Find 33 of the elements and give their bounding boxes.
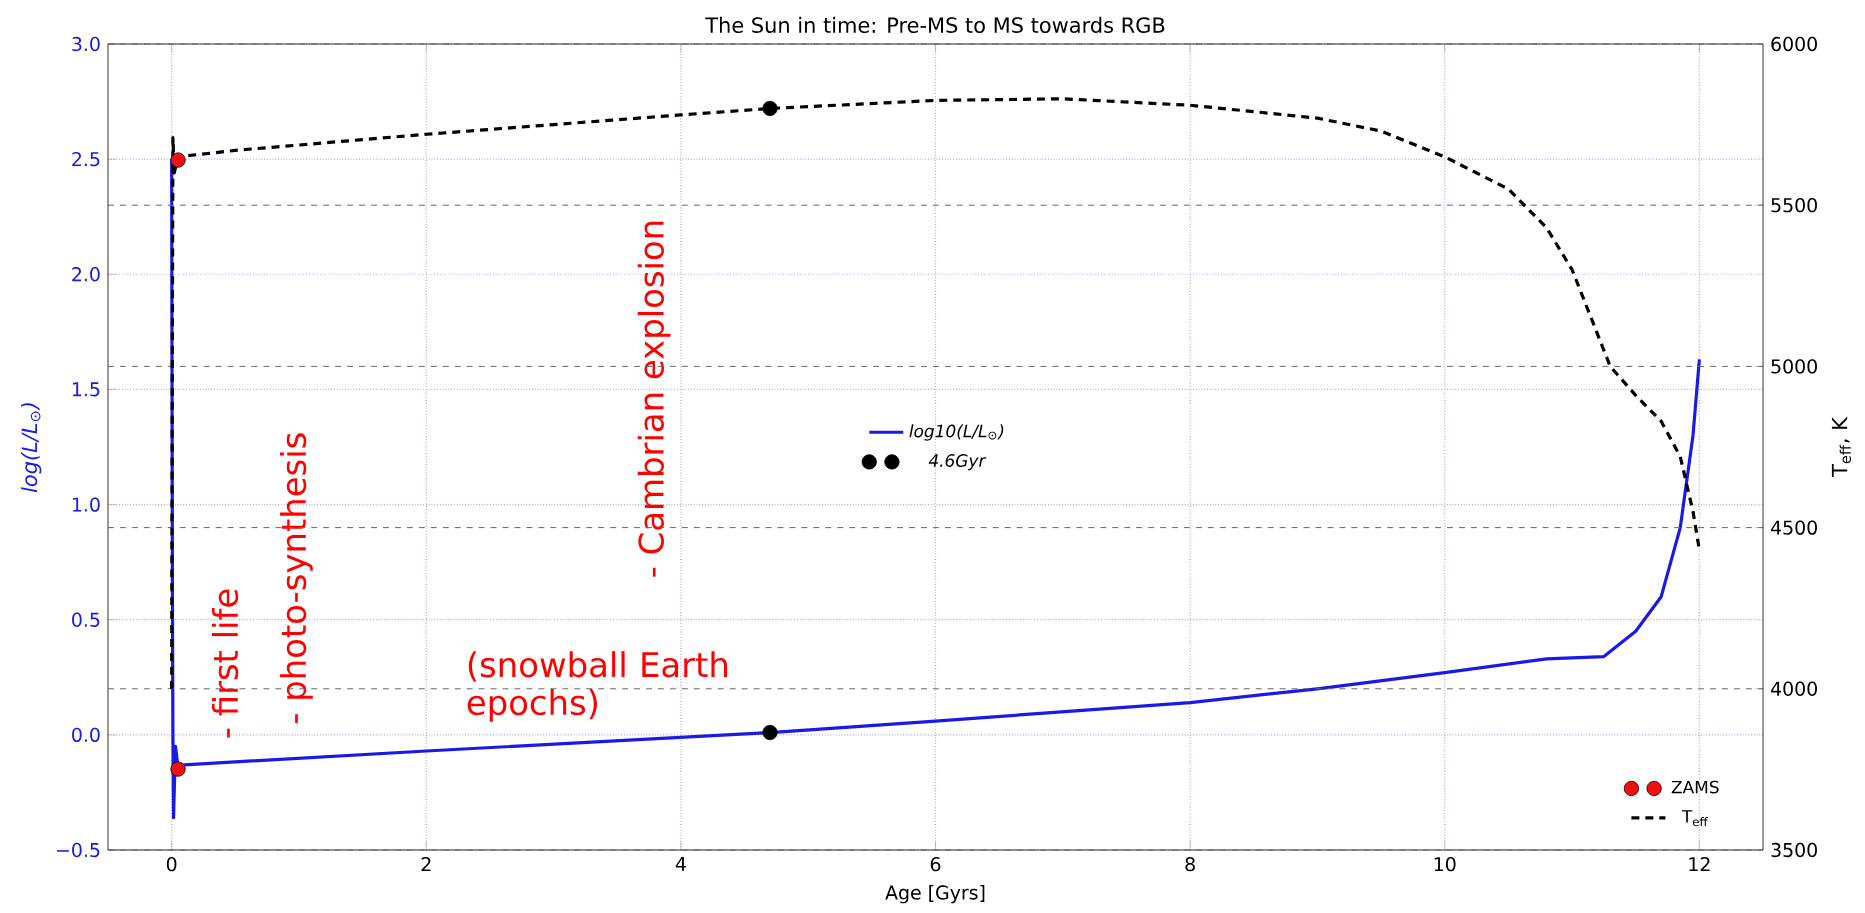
y-tick-label: 0.5	[72, 612, 100, 627]
annotation: - Cambrian explosion	[637, 221, 671, 577]
legend-label: log10(L/L$_{⊙}$)	[909, 424, 1004, 441]
y-tick-label: 1.5	[72, 382, 100, 397]
x-tick-label: 8	[1185, 857, 1195, 872]
y-tick-label: 3.0	[72, 36, 100, 52]
y2-tick-label: 5000	[1771, 359, 1817, 374]
x-tick-label: 0	[166, 857, 177, 872]
y-axis-title: log(L/L$_{⊙}$)	[21, 403, 42, 493]
y2-tick-label: 4500	[1771, 520, 1817, 535]
legend-label: 4.6Gyr	[928, 454, 987, 471]
x-tick-label: 4	[675, 857, 686, 871]
annotation: (snowball Earth epochs)	[467, 651, 727, 722]
legend-label: ZAMS	[1671, 780, 1719, 794]
y2-axis-title: T$_{eff}$, K	[1831, 416, 1851, 477]
y-tick-label: 2.5	[72, 151, 100, 167]
legend-label: T$_{eff}$	[1681, 810, 1708, 827]
x-tick-label: 2	[421, 857, 431, 872]
x-tick-label: 12	[1689, 857, 1710, 872]
annotation: - photo-synthesis	[280, 433, 313, 724]
y-tick-label: 0.0	[72, 727, 100, 743]
y-tick-label: 1.0	[72, 497, 100, 512]
annotation: - first life	[212, 589, 239, 738]
chart-title: The Sun in time: Pre-MS to MS towards RGB	[705, 16, 1165, 33]
y-tick-label: −0.5	[57, 842, 100, 858]
y2-tick-label: 5500	[1771, 198, 1817, 213]
y2-tick-label: 3500	[1771, 842, 1817, 858]
x-axis-title: Age [Gyrs]	[885, 885, 985, 904]
y2-tick-label: 6000	[1771, 36, 1817, 52]
y2-tick-label: 4000	[1771, 681, 1817, 696]
x-tick-label: 6	[930, 857, 941, 872]
x-tick-label: 10	[1434, 857, 1456, 872]
y-tick-label: 2.0	[72, 267, 100, 282]
